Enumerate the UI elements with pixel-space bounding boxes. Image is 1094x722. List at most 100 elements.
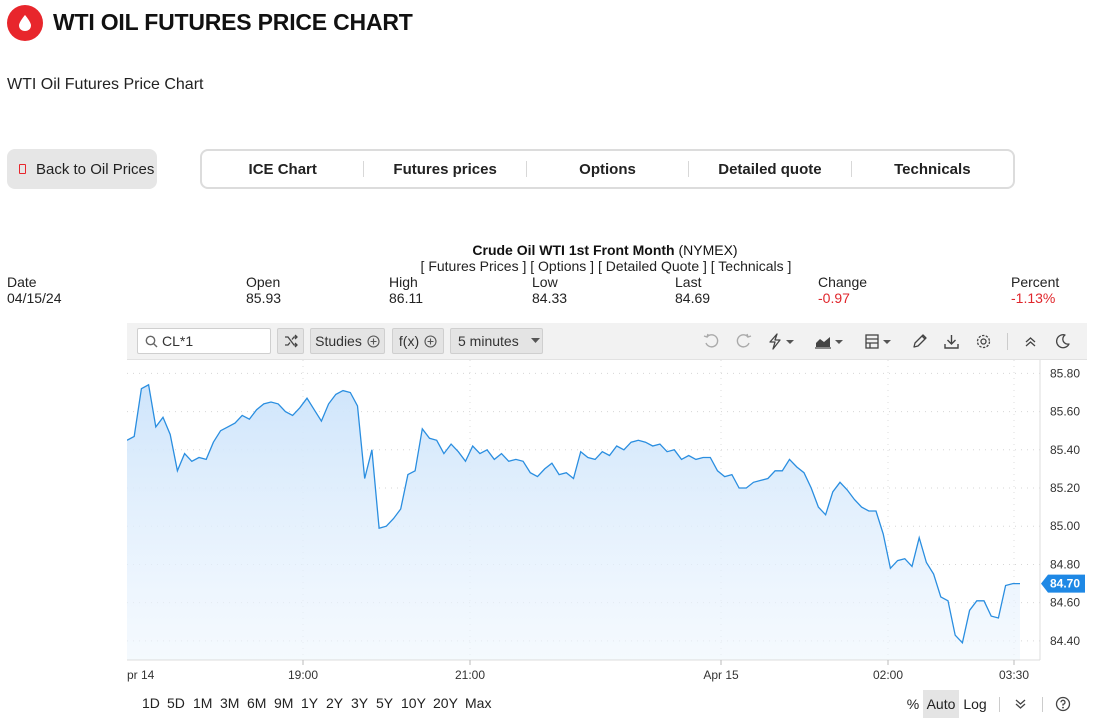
- interval-label: 5 minutes: [458, 333, 519, 349]
- change-value: -0.97: [818, 290, 850, 306]
- undo-button[interactable]: [700, 331, 722, 351]
- layout-icon: [865, 333, 891, 349]
- range-2y[interactable]: 2Y: [326, 695, 344, 711]
- range-max[interactable]: Max: [465, 695, 492, 711]
- chevron-down-icon: [530, 338, 540, 343]
- expand-button[interactable]: [1009, 690, 1031, 718]
- quote-open: Open 85.93: [246, 274, 281, 306]
- last-value: 84.69: [675, 290, 711, 306]
- moon-icon: [1056, 334, 1070, 349]
- price-chart[interactable]: 85.80 85.60 85.40 85.20 85.00 84.80 84.60 84.40…: [127, 360, 1087, 688]
- page-subtitle: WTI Oil Futures Price Chart: [7, 76, 204, 93]
- scale-log-toggle[interactable]: Log: [963, 696, 987, 712]
- x-tick-label: 03:30: [999, 668, 1029, 682]
- help-icon: [1055, 696, 1071, 712]
- dark-mode-button[interactable]: [1052, 331, 1074, 351]
- download-icon: [943, 334, 959, 349]
- chart-toolbar: Studies f(x) 5 minutes: [127, 323, 1087, 360]
- redo-button[interactable]: [732, 331, 754, 351]
- x-tick-label: 02:00: [873, 668, 903, 682]
- back-button-label: Back to Oil Prices: [36, 160, 155, 178]
- y-tick-label: 85.00: [1050, 519, 1080, 533]
- high-label: High: [389, 274, 418, 290]
- nav-divider: [850, 161, 852, 177]
- range-5d[interactable]: 5D: [167, 695, 185, 711]
- x-tick-label: 19:00: [288, 668, 318, 682]
- change-label: Change: [818, 274, 868, 290]
- footer-divider: [1042, 697, 1043, 712]
- lightning-icon: [768, 332, 794, 350]
- symbol-search[interactable]: [137, 328, 271, 354]
- fx-label: f(x): [398, 333, 420, 349]
- quote-last: Last 84.69: [675, 274, 710, 306]
- undo-icon: [703, 333, 718, 348]
- range-3y[interactable]: 3Y: [351, 695, 369, 711]
- collapse-button[interactable]: [1019, 331, 1041, 351]
- date-label: Date: [7, 274, 37, 290]
- download-button[interactable]: [940, 331, 962, 351]
- shuffle-icon: [284, 334, 298, 348]
- range-5y[interactable]: 5Y: [376, 695, 394, 711]
- instrument-name[interactable]: Crude Oil WTI 1st Front Month: [472, 242, 675, 258]
- redo-icon: [736, 333, 751, 348]
- oil-drop-logo-icon: [7, 5, 43, 41]
- nav-divider: [525, 161, 527, 177]
- symbol-input[interactable]: [158, 333, 258, 349]
- x-tick-label: 21:00: [455, 668, 485, 682]
- tab-futures-prices[interactable]: Futures prices: [393, 160, 497, 178]
- back-to-oil-prices-button[interactable]: Back to Oil Prices: [7, 149, 157, 189]
- pencil-icon: [912, 333, 927, 348]
- events-dropdown[interactable]: [764, 331, 799, 351]
- studies-button[interactable]: Studies: [310, 328, 385, 354]
- nav-divider: [363, 161, 365, 177]
- range-3m[interactable]: 3M: [220, 695, 240, 711]
- last-price-badge: 84.70: [1041, 574, 1085, 593]
- area-chart-icon: [815, 336, 843, 349]
- percent-value: -1.13%: [1011, 290, 1056, 306]
- footer-divider: [999, 697, 1000, 712]
- add-circle-icon: [424, 334, 437, 348]
- y-tick-label: 84.60: [1050, 596, 1080, 610]
- low-value: 84.33: [532, 290, 568, 306]
- y-tick-label: 85.40: [1050, 443, 1080, 457]
- high-value: 86.11: [389, 290, 423, 306]
- scale-percent-toggle[interactable]: %: [906, 696, 920, 712]
- price-line: [127, 383, 1020, 645]
- quote-date: Date 04/15/24: [7, 274, 62, 306]
- tab-options[interactable]: Options: [579, 160, 636, 178]
- quote-links[interactable]: [ Futures Prices ] [ Options ] [ Detaile…: [420, 258, 792, 274]
- quote-low: Low 84.33: [532, 274, 567, 306]
- quote-change: Change -0.97: [818, 274, 867, 306]
- draw-button[interactable]: [908, 331, 930, 351]
- nav-divider: [688, 161, 690, 177]
- range-1m[interactable]: 1M: [193, 695, 213, 711]
- range-20y[interactable]: 20Y: [433, 695, 458, 711]
- settings-button[interactable]: [972, 331, 994, 351]
- tab-ice-chart[interactable]: ICE Chart: [248, 160, 317, 178]
- compare-button[interactable]: [277, 328, 304, 354]
- range-1y[interactable]: 1Y: [301, 695, 319, 711]
- tab-technicals[interactable]: Technicals: [894, 160, 971, 178]
- template-dropdown[interactable]: [862, 331, 898, 351]
- percent-label: Percent: [1011, 274, 1060, 290]
- chevron-double-up-icon: [1025, 336, 1035, 346]
- y-tick-label: 85.80: [1050, 366, 1080, 380]
- y-tick-label: 84.80: [1050, 557, 1080, 571]
- last-label: Last: [675, 274, 702, 290]
- fx-button[interactable]: f(x): [392, 328, 444, 354]
- back-icon: [19, 164, 26, 174]
- chart-type-dropdown[interactable]: [812, 331, 848, 351]
- chevron-double-down-icon: [1015, 699, 1025, 709]
- scale-auto-toggle[interactable]: Auto: [923, 690, 959, 718]
- x-tick-label: pr 14: [127, 668, 155, 682]
- tab-detailed-quote[interactable]: Detailed quote: [718, 160, 822, 178]
- help-button[interactable]: [1052, 690, 1074, 718]
- range-1d[interactable]: 1D: [142, 695, 160, 711]
- date-value: 04/15/24: [7, 290, 62, 306]
- range-6m[interactable]: 6M: [247, 695, 267, 711]
- interval-dropdown[interactable]: 5 minutes: [450, 328, 543, 354]
- chart-footer: 1D 5D 1M 3M 6M 9M 1Y 2Y 3Y 5Y 10Y 20Y Ma…: [127, 690, 1087, 720]
- range-9m[interactable]: 9M: [274, 695, 294, 711]
- y-tick-label: 84.40: [1050, 634, 1080, 648]
- range-10y[interactable]: 10Y: [401, 695, 426, 711]
